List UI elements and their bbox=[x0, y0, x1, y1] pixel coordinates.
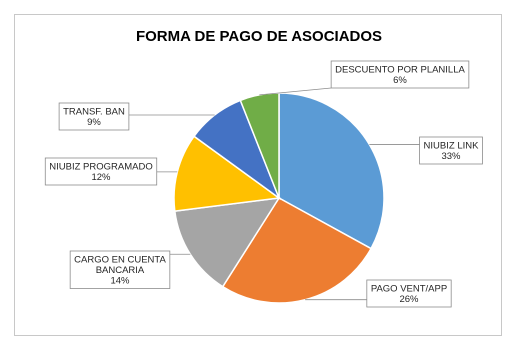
chart-title: FORMA DE PAGO DE ASOCIADOS bbox=[136, 28, 382, 45]
data-label-value-niubiz-programado: 12% bbox=[91, 172, 111, 183]
data-label-box-pago-vent-app bbox=[366, 279, 452, 308]
data-label-name-pago-vent-app: PAGO VENT/APP bbox=[371, 284, 447, 295]
data-label-box-cargo-en-cuenta-bancaria bbox=[69, 250, 171, 289]
data-label-name-transf-ban: TRANSF. BAN bbox=[63, 107, 125, 118]
pie-slice-niubiz-link bbox=[278, 92, 385, 250]
data-label-name-niubiz-link: NIUBIZ LINK bbox=[424, 141, 480, 152]
pie-slice-pago-vent-app bbox=[221, 197, 373, 304]
data-label-value-niubiz-link: 33% bbox=[441, 151, 461, 162]
data-label-value-descuento-por-planilla: 6% bbox=[393, 75, 407, 86]
data-label-name-niubiz-programado: NIUBIZ PROGRAMADO bbox=[49, 162, 152, 173]
data-label-box-niubiz-link bbox=[419, 136, 483, 165]
data-label-value-transf-ban: 9% bbox=[87, 117, 101, 128]
leader-lines bbox=[128, 87, 420, 301]
pie-chart: FORMA DE PAGO DE ASOCIADOS NIUBIZ LINK33… bbox=[44, 28, 483, 308]
data-label-value-cargo-en-cuenta-bancaria: 14% bbox=[110, 276, 130, 287]
data-label-box-transf-ban bbox=[58, 102, 130, 131]
data-label-value-pago-vent-app: 26% bbox=[399, 294, 419, 305]
leader-line-descuento-por-planilla bbox=[259, 87, 332, 96]
data-label-box-niubiz-programado bbox=[44, 157, 158, 186]
pie-slice-cargo-en-cuenta-bancaria bbox=[173, 197, 281, 288]
chart-frame: FORMA DE PAGO DE ASOCIADOS NIUBIZ LINK 33… bbox=[14, 14, 502, 336]
data-label-name-descuento-por-planilla: DESCUENTO POR PLANILLA bbox=[335, 65, 465, 76]
data-label-name-cargo-en-cuenta-bancaria: CARGO EN CUENTA bbox=[74, 255, 166, 266]
pie-slices bbox=[173, 92, 385, 304]
data-label-box-descuento-por-planilla bbox=[330, 60, 470, 89]
data-label-name-cargo-en-cuenta-bancaria: BANCARIA bbox=[96, 265, 145, 276]
